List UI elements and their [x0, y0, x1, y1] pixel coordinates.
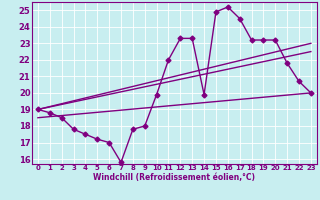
X-axis label: Windchill (Refroidissement éolien,°C): Windchill (Refroidissement éolien,°C) [93, 173, 255, 182]
